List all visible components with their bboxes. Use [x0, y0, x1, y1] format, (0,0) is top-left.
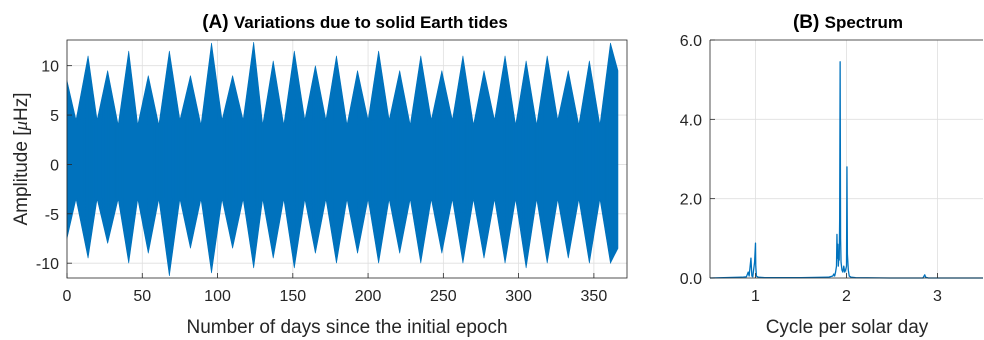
panel-b-xtick-label: 1 [751, 288, 760, 305]
panel-a-ytick-label: 5 [50, 108, 59, 125]
panel-a-xtick-label: 200 [355, 288, 382, 305]
panel-a-ylabel: Amplitude [μHz] [11, 92, 32, 225]
panel-a-title-text: Variations due to solid Earth tides [234, 13, 508, 32]
panel-a-frame [66, 39, 628, 279]
panel-a-letter: (A) [202, 12, 228, 33]
panel-b: (B) Spectrum 1 2 3 0.0 2.0 4.0 6.0 Cycle per s… [680, 12, 984, 338]
panel-b-xtick-label: 3 [933, 288, 942, 305]
panel-b-xlabel: Cycle per solar day [766, 317, 929, 338]
panel-b-spectrum-line [709, 61, 983, 279]
panel-a-ticks: 0 50 100 150 200 250 300 350 -10 -5 0 5 10 [36, 59, 607, 305]
panel-a-ylabel-suffix: Hz] [11, 92, 32, 121]
panel-a-xtick-label: 150 [279, 288, 306, 305]
panel-b-ytick-label: 6.0 [680, 33, 702, 50]
panel-a-xlabel: Number of days since the initial epoch [186, 317, 507, 338]
panel-b-title: (B) Spectrum [793, 12, 903, 33]
panel-a-ytick-label: 0 [50, 157, 59, 174]
panel-b-ytick-label: 4.0 [680, 112, 702, 129]
panel-b-ytick-label: 2.0 [680, 192, 702, 209]
panel-a-ylabel-mu: μ [11, 121, 32, 132]
panel-a-xtick-label: 0 [63, 288, 72, 305]
panel-b-ytick-label: 0.0 [680, 271, 702, 288]
panel-a-signal-line [66, 41, 619, 277]
panel-a: (A) Variations due to solid Earth tides … [11, 12, 628, 338]
panel-a-ytick-label: -5 [45, 207, 59, 224]
panel-a-title: (A) Variations due to solid Earth tides [202, 12, 508, 33]
panel-a-ytick-label: 10 [41, 59, 59, 76]
panel-b-ticks: 1 2 3 0.0 2.0 4.0 6.0 [680, 33, 942, 305]
panel-a-ytick-label: -10 [36, 256, 59, 273]
panel-a-xtick-label: 350 [581, 288, 608, 305]
panel-a-xtick-label: 300 [505, 288, 532, 305]
panel-b-title-text: Spectrum [825, 13, 903, 32]
panel-b-letter: (B) [793, 12, 819, 33]
panel-a-xtick-label: 100 [204, 288, 231, 305]
panel-a-xtick-label: 50 [133, 288, 151, 305]
panel-b-xtick-label: 2 [842, 288, 851, 305]
panel-a-xtick-label: 250 [430, 288, 457, 305]
panel-a-ylabel-prefix: Amplitude [ [11, 130, 32, 226]
